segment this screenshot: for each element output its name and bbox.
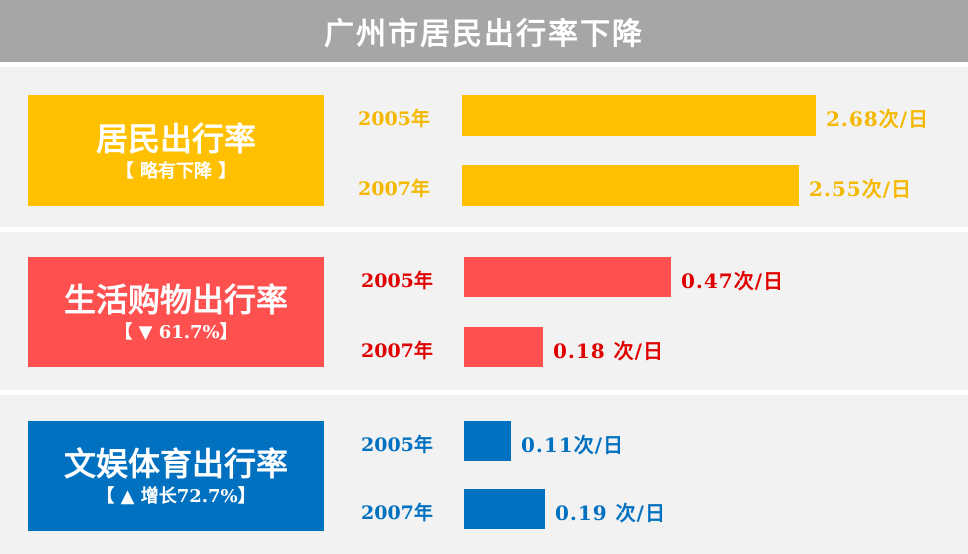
panel-resident-trip-rate: 居民出行率 【 略有下降 】 2005年 2.68次/日 2007年 2.55次/日 [0,67,968,227]
label-box: 居民出行率 【 略有下降 】 [28,95,324,206]
page-title: 广州市居民出行率下降 [324,17,644,52]
bar-value-label: 0.11次/日 [521,433,625,457]
year-label: 2007年 [358,178,430,200]
label-box: 文娱体育出行率 【 ▲ 增长72.7%】 [28,421,324,531]
bar [464,489,545,529]
year-label: 2007年 [361,502,433,524]
bar [462,165,799,206]
panel-subtitle: 【 ▲ 增长72.7%】 [96,486,256,507]
panel-title: 居民出行率 [95,119,256,158]
bar [464,327,543,367]
bar [464,421,511,461]
panel-entertainment-trip-rate: 文娱体育出行率 【 ▲ 增长72.7%】 2005年 0.11次/日 2007年 0.… [0,395,968,554]
panel-subtitle: 【 略有下降 】 [115,160,237,182]
panel-shopping-trip-rate: 生活购物出行率 【 ▼ 61.7%】 2005年 0.47次/日 2007年 0.18… [0,232,968,390]
bar [464,257,671,297]
year-label: 2007年 [361,340,433,362]
year-label: 2005年 [361,270,433,292]
panel-title: 文娱体育出行率 [63,445,288,483]
bar-value-label: 0.19 次/日 [555,501,666,525]
bar [462,95,816,136]
label-box: 生活购物出行率 【 ▼ 61.7%】 [28,257,324,367]
panel-title: 生活购物出行率 [63,281,288,319]
bar-value-label: 2.55次/日 [809,177,913,201]
panel-subtitle: 【 ▼ 61.7%】 [114,322,238,343]
page-header: 广州市居民出行率下降 [0,0,968,62]
year-label: 2005年 [361,434,433,456]
bar-value-label: 0.47次/日 [681,269,785,293]
bar-value-label: 2.68次/日 [826,107,930,131]
year-label: 2005年 [358,108,430,130]
bar-value-label: 0.18 次/日 [553,339,664,363]
